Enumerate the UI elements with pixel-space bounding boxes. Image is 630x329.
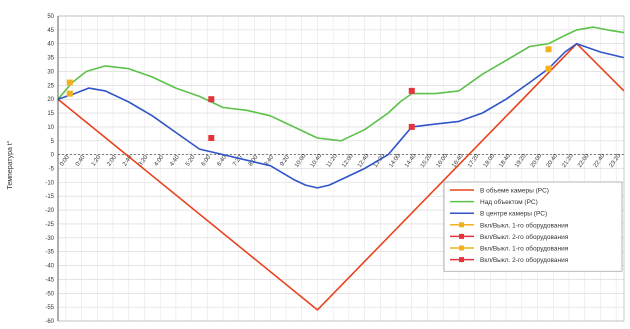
legend-box — [443, 181, 623, 272]
x-tick-label: 7:20 — [232, 154, 244, 168]
y-tick-label: 20 — [47, 97, 54, 103]
x-tick-label: 3:20 — [138, 154, 150, 168]
marker-point — [208, 135, 215, 141]
y-tick-label: -35 — [45, 250, 54, 256]
legend-label: В центре камеры (PC) — [480, 211, 547, 218]
series-line-1 — [57, 26, 625, 142]
x-tick-label: 0:00 — [59, 154, 71, 168]
legend-marker — [459, 222, 464, 228]
y-tick-label: -10 — [45, 180, 54, 186]
marker-point — [545, 65, 552, 72]
legend-label: Над объектом (PC) — [480, 198, 538, 206]
x-tick-label: 5:20 — [185, 154, 197, 168]
legend-label: Вкл/Выкл. 2-го оборудования — [480, 233, 569, 241]
legend-marker — [459, 233, 464, 239]
y-tick-label: -25 — [45, 222, 54, 228]
y-axis-tick-labels: 50454035302520151050-5-10-15-20-25-30-35… — [45, 14, 54, 325]
y-tick-label: -15 — [45, 194, 54, 200]
y-tick-label: 50 — [47, 14, 54, 20]
x-tick-label: 9:20 — [279, 154, 291, 168]
axes — [57, 15, 625, 322]
legend-label: Вкл/Выкл. 1-го оборудования — [480, 245, 569, 253]
series-markers — [66, 46, 552, 141]
x-tick-label: 6:00 — [201, 154, 213, 168]
legend-label: В объеме камеры (PC) — [480, 187, 549, 195]
x-tick-label: 8:40 — [264, 154, 276, 168]
marker-point — [408, 87, 415, 94]
legend-marker — [459, 257, 464, 263]
x-tick-label: 2:40 — [122, 154, 134, 168]
y-tick-label: -50 — [45, 291, 54, 297]
x-tick-label: 4:00 — [154, 154, 166, 168]
x-tick-label: 4:40 — [169, 154, 181, 168]
y-tick-label: -55 — [45, 305, 54, 311]
y-tick-label: -5 — [49, 167, 55, 173]
marker-point — [545, 46, 552, 53]
x-tick-label: 2:00 — [106, 154, 118, 168]
marker-point — [408, 123, 415, 130]
y-tick-label: -40 — [45, 264, 54, 270]
y-tick-label: -30 — [45, 236, 54, 242]
series-line-0 — [57, 42, 625, 311]
x-tick-label: 8:00 — [248, 154, 260, 168]
y-tick-label: -45 — [45, 277, 54, 283]
legend-label: Вкл/Выкл. 1-го оборудования — [480, 221, 569, 229]
y-tick-label: 40 — [47, 42, 54, 48]
series-line-2 — [57, 42, 625, 189]
legend-label: Вкл/Выкл. 2-го оборудования — [480, 256, 569, 264]
x-tick-label: 0:40 — [75, 154, 87, 168]
legend-marker — [459, 245, 464, 251]
y-tick-label: 25 — [47, 83, 54, 89]
x-tick-label: 1:20 — [91, 154, 103, 168]
marker-point — [66, 90, 73, 97]
marker-point — [208, 96, 215, 103]
y-tick-label: -20 — [45, 208, 54, 214]
y-tick-label: 10 — [47, 125, 54, 131]
y-tick-label: 45 — [47, 28, 54, 34]
y-tick-label: 35 — [47, 56, 54, 62]
x-tick-label: 6:40 — [216, 154, 228, 168]
y-tick-label: 30 — [47, 69, 54, 75]
y-tick-label: 15 — [47, 111, 54, 117]
series-lines — [57, 26, 625, 311]
y-tick-label: 5 — [51, 139, 55, 145]
legend: В объеме камеры (PC) Над объектом (PC) В ц… — [443, 181, 623, 272]
marker-point — [66, 79, 73, 86]
y-tick-label: -60 — [45, 319, 54, 325]
y-tick-label: 0 — [51, 153, 55, 159]
y-axis-label: Температура t° — [6, 140, 14, 189]
